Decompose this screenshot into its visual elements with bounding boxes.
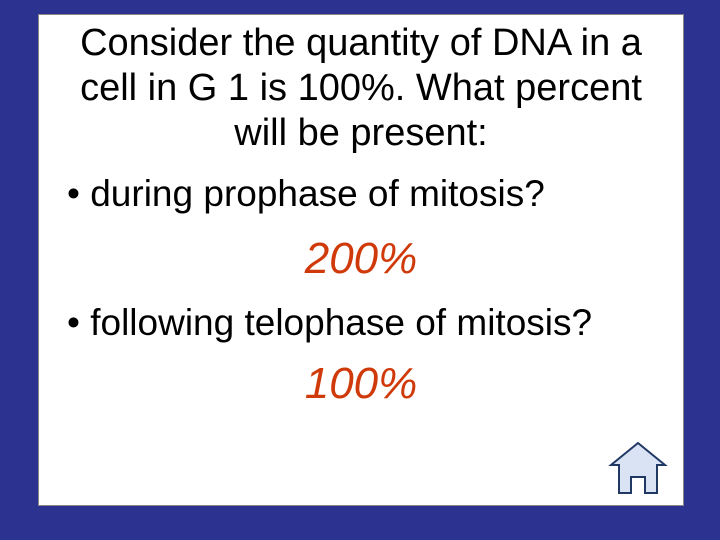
slide-content: Consider the quantity of DNA in a cell i… (39, 15, 683, 409)
slide-title: Consider the quantity of DNA in a cell i… (59, 21, 663, 155)
bullet-prophase: • during prophase of mitosis? (67, 173, 663, 216)
answer-prophase: 200% (59, 234, 663, 284)
home-button[interactable] (607, 439, 669, 497)
answer-telophase: 100% (59, 359, 663, 409)
home-icon (607, 439, 669, 497)
bullet-telophase: • following telophase of mitosis? (67, 302, 663, 345)
slide-box: Consider the quantity of DNA in a cell i… (38, 14, 684, 506)
